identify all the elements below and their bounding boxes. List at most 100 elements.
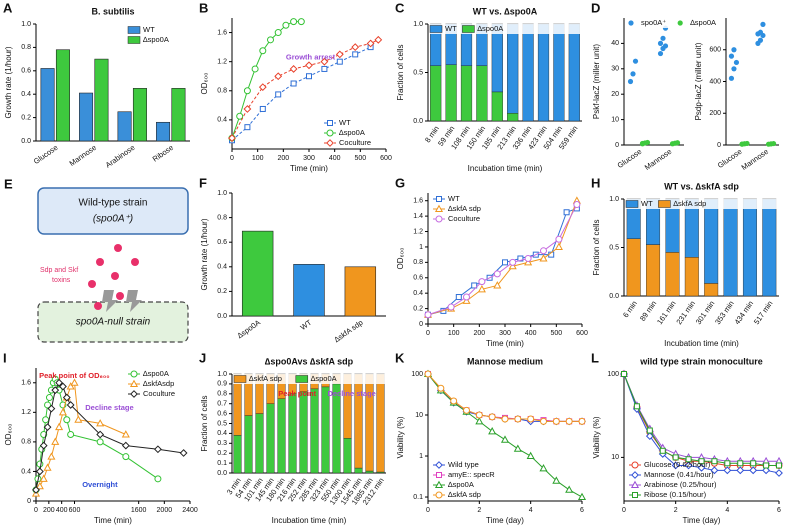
bar-segment [321, 386, 330, 474]
legend-marker [129, 379, 139, 387]
legend-marker [327, 120, 333, 126]
marker [698, 458, 705, 465]
bar-segment [704, 198, 719, 284]
legend-label: ∆skfA sdp [249, 374, 282, 383]
marker [672, 454, 679, 461]
marker [633, 403, 640, 410]
chart-title: wild type strain monoculture [639, 356, 763, 366]
legend-label: Coculture [143, 389, 175, 398]
series-line [623, 373, 779, 462]
box-text: Wild-type strain [79, 198, 148, 209]
bar [79, 92, 94, 142]
x-tick-label: 400 [525, 330, 537, 337]
y-tick-label: 1.6 [413, 198, 423, 205]
x-tick-label: Mannose [643, 147, 673, 172]
bar-segment [288, 393, 297, 474]
x-axis-label: Incubation time (min) [664, 339, 739, 348]
dot [657, 50, 664, 57]
marker [554, 242, 563, 250]
bar-segment [244, 415, 253, 474]
marker [524, 255, 532, 262]
x-tick-label: 517 min [752, 299, 775, 326]
panel-letter: A [3, 0, 13, 15]
legend-marker [326, 139, 334, 147]
x-tick-label: 200 [473, 330, 485, 337]
x-tick-label: 0 [230, 155, 234, 162]
x-tick-label: 4 [725, 507, 729, 514]
dot [660, 35, 666, 41]
legend-swatch [625, 200, 639, 208]
y-axis-label: Psdp-lacZ (miller unit) [694, 42, 703, 120]
x-tick-label: 6 [777, 507, 781, 514]
panel-letter: J [199, 350, 206, 365]
marker [565, 485, 574, 493]
x-axis-label: Time (day) [683, 516, 721, 525]
legend-label: ∆spo0A [339, 128, 365, 137]
arrow [102, 290, 118, 312]
y-axis-label: Fraction of cells [592, 219, 601, 275]
chart-title: WT vs. ∆skfA sdp [664, 181, 739, 191]
legend-label: spo0A⁺ [641, 18, 666, 27]
series-line [623, 373, 779, 466]
marker [500, 435, 510, 443]
chart-title: ∆spo0Avs ∆skfA sdp [265, 356, 354, 366]
marker [267, 36, 274, 44]
marker [251, 65, 259, 73]
y-axis-label: Viability (%) [396, 416, 405, 458]
marker [555, 235, 563, 243]
marker [305, 61, 313, 70]
marker [514, 415, 522, 423]
y-tick-label: 0.8 [217, 391, 227, 398]
y-tick-label: 10 [611, 454, 619, 461]
series-line [427, 204, 578, 316]
panel-letter: F [199, 175, 207, 190]
legend-label: amyE:: specR [448, 470, 495, 479]
y-tick-label: 1.0 [217, 371, 227, 378]
legend-swatch [233, 375, 247, 383]
legend-marker [326, 129, 334, 137]
marker [477, 284, 486, 293]
x-tick-label: ∆spo0A [236, 318, 262, 340]
marker [710, 466, 719, 475]
bar [94, 58, 109, 142]
marker [290, 80, 297, 87]
marker [96, 438, 104, 446]
y-tick-label: 0.6 [21, 68, 31, 75]
legend-marker [130, 370, 138, 378]
y-tick-label: 0.2 [217, 450, 227, 457]
legend-label: ∆skfAsdp [143, 379, 174, 388]
marker [51, 386, 60, 395]
marker [51, 437, 60, 445]
marker [493, 281, 502, 289]
marker [455, 294, 462, 301]
marker [447, 303, 455, 311]
y-axis-label: Pskf-lacZ (miller unit) [592, 44, 601, 119]
marker [763, 462, 770, 469]
legend-marker [435, 215, 443, 223]
y-tick-label: 30 [611, 66, 619, 73]
y-axis-label: Fraction of cells [396, 44, 405, 100]
legend-swatch [658, 200, 671, 208]
x-axis-label: Time (min) [94, 516, 132, 525]
marker [509, 258, 517, 266]
x-tick-label: 300 [303, 155, 315, 162]
series-line [231, 21, 302, 139]
marker [96, 430, 105, 439]
bar-segment [255, 413, 264, 474]
y-axis-label: Growth rate (1/hour) [200, 218, 209, 290]
panel-letter: G [395, 175, 405, 190]
y-tick-label: 0.2 [217, 288, 227, 295]
legend-marker [436, 196, 442, 202]
marker [336, 58, 343, 65]
bar-segment [568, 23, 580, 122]
marker [736, 466, 745, 475]
marker [282, 21, 290, 29]
legend-marker [130, 390, 138, 398]
marker [70, 378, 79, 386]
legend-box [233, 374, 385, 384]
marker [565, 417, 573, 425]
legend-marker [435, 491, 443, 499]
marker [578, 417, 586, 425]
marker [59, 382, 67, 391]
